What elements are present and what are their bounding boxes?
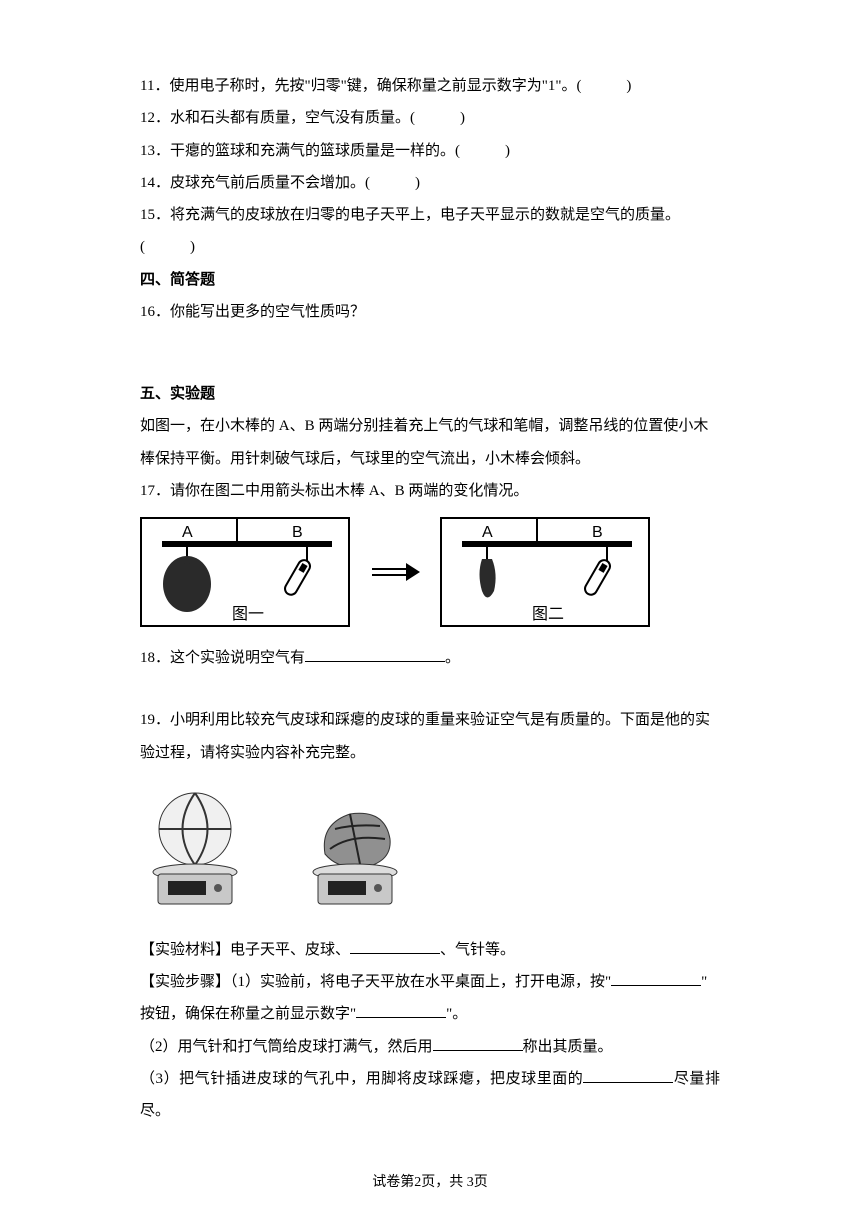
svg-text:A: A [482,524,493,541]
q18-text-a: 18．这个实验说明空气有 [140,650,305,666]
question-19-line2: 验过程，请将实验内容补充完整。 [140,737,720,769]
label-b: B [292,524,303,541]
blank-materials[interactable] [350,940,440,954]
section-4-heading: 四、简答题 [140,264,720,296]
question-11: 11．使用电子称时，先按"归零"键，确保称量之前显示数字为"1"。( ) [140,70,720,102]
question-18: 18．这个实验说明空气有 。 [140,642,720,674]
question-19-line1: 19．小明利用比较充气皮球和踩瘪的皮球的重量来验证空气是有质量的。下面是他的实 [140,704,720,736]
figure-row: A B 图一 [140,517,720,627]
materials-a: 【实验材料】电子天平、皮球、 [140,942,350,958]
page-footer: 试卷第2页，共 3页 [0,1171,860,1191]
materials-line: 【实验材料】电子天平、皮球、 、气针等。 [140,934,720,966]
diagram-1: A B 图一 [140,517,350,627]
section-5-intro-2: 棒保持平衡。用针刺破气球后，气球里的空气流出，小木棒会倾斜。 [140,443,720,475]
arrow-icon [370,557,420,587]
question-15-line2: ( ) [140,231,720,263]
diagram-2: A B 图二 [440,517,650,627]
steps1-a: 【实验步骤】（1）实验前，将电子天平放在水平桌面上，打开电源，按" [140,974,611,990]
label-a: A [182,524,193,541]
steps3-a: （3）把气针插进皮球的气孔中，用脚将皮球踩瘪，把皮球里面的 [140,1071,583,1087]
question-12: 12．水和石头都有质量，空气没有质量。( ) [140,102,720,134]
steps-2: （2）用气针和打气筒给皮球打满气，然后用 称出其质量。 [140,1031,720,1063]
steps-1-line1: 【实验步骤】（1）实验前，将电子天平放在水平桌面上，打开电源，按" " [140,966,720,998]
steps1-b: " [701,974,707,990]
scale-figure-row [140,784,720,914]
figure-2-label: 图二 [532,606,564,623]
question-13: 13．干瘪的篮球和充满气的篮球质量是一样的。( ) [140,135,720,167]
blank-step3[interactable] [583,1069,673,1083]
blank-q18[interactable] [305,648,445,662]
scale-deflated-ball [300,784,410,914]
question-16: 16．你能写出更多的空气性质吗？ [140,296,720,328]
figure-1-label: 图一 [232,606,264,623]
steps1-c: 按钮，确保在称量之前显示数字" [140,1006,356,1022]
steps2-b: 称出其质量。 [523,1039,613,1055]
steps1-d: "。 [446,1006,467,1022]
section-5-heading: 五、实验题 [140,378,720,410]
question-15-line1: 15．将充满气的皮球放在归零的电子天平上，电子天平显示的数就是空气的质量。 [140,199,720,231]
q18-text-b: 。 [445,650,460,666]
blank-step2[interactable] [433,1037,523,1051]
steps-1-line2: 按钮，确保在称量之前显示数字" "。 [140,998,720,1030]
blank-step1a[interactable] [611,972,701,986]
steps-3: （3）把气针插进皮球的气孔中，用脚将皮球踩瘪，把皮球里面的尽量排尽。 [140,1063,720,1128]
svg-text:B: B [592,524,603,541]
materials-b: 、气针等。 [440,942,515,958]
question-14: 14．皮球充气前后质量不会增加。( ) [140,167,720,199]
question-17: 17．请你在图二中用箭头标出木棒 A、B 两端的变化情况。 [140,475,720,507]
section-5-intro-1: 如图一，在小木棒的 A、B 两端分别挂着充上气的气球和笔帽，调整吊线的位置使小木 [140,410,720,442]
steps2-a: （2）用气针和打气筒给皮球打满气，然后用 [140,1039,433,1055]
blank-step1b[interactable] [356,1004,446,1018]
scale-inflated-ball [140,784,250,914]
